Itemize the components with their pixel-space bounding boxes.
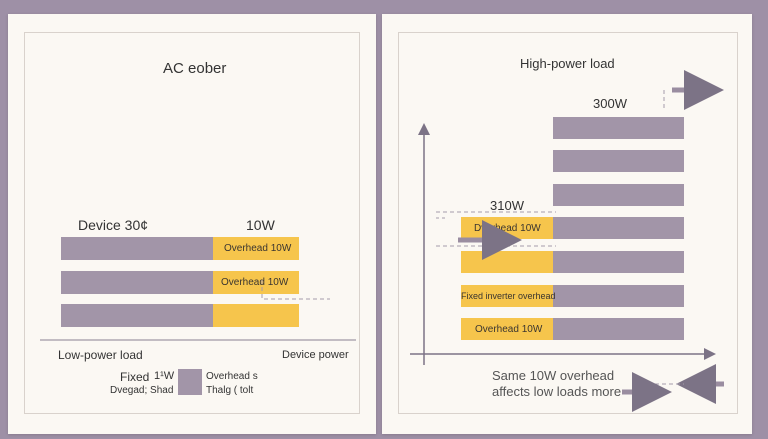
overhead-bar-label: Overhead 10W (221, 277, 289, 288)
caption-line-2: affects low loads more (492, 384, 622, 399)
device-bar (553, 285, 684, 307)
legend-fixed-sub: Dvegad; Shad (110, 385, 174, 396)
device-power-axis-label: Device power (282, 349, 349, 361)
legend-overhead-label: Overhead s (206, 371, 258, 382)
left-panel-frame (24, 32, 360, 414)
right-panel-title: High-power load (520, 56, 615, 71)
device-bar (61, 271, 213, 294)
caption-line-1: Same 10W overhead (492, 368, 615, 383)
left-panel-title: AC eober (163, 60, 227, 77)
overhead-bar (213, 304, 299, 327)
left-value-label: 310W (490, 198, 524, 213)
overhead-bar-label: Overhead 10W (224, 243, 292, 254)
device-bar (553, 251, 684, 273)
right-panel-frame (398, 32, 738, 414)
device-bar (61, 237, 213, 260)
legend-fixed-value: 1¹W (154, 370, 175, 382)
low-power-load-label: Low-power load (58, 348, 143, 362)
device-power-label: Device 30¢ (78, 217, 149, 233)
left-panel: AC eober Device 30¢ 10W Overhead 10W Ove… (8, 14, 376, 434)
overhead-value-label: 10W (246, 217, 275, 233)
device-bar (553, 217, 684, 239)
device-bar (61, 304, 213, 327)
overhead-bar (461, 318, 553, 340)
overhead-bar (213, 271, 299, 294)
fixed-inverter-overhead-label: Fixed inverter overhead (461, 291, 556, 301)
device-bar (553, 117, 684, 139)
legend-swatch (178, 369, 202, 395)
top-value-label: 300W (593, 96, 627, 111)
overhead-bar-label: Overhead 10W (475, 324, 543, 335)
legend-fixed-label: Fixed (120, 370, 150, 384)
overhead-bar (213, 237, 299, 260)
dashed-connector (261, 280, 330, 300)
device-bar (553, 150, 684, 172)
legend-overhead-sub: Thalg ( tolt (206, 385, 254, 396)
overhead-bar (461, 285, 553, 307)
device-bar (553, 318, 684, 340)
device-bar (553, 184, 684, 206)
